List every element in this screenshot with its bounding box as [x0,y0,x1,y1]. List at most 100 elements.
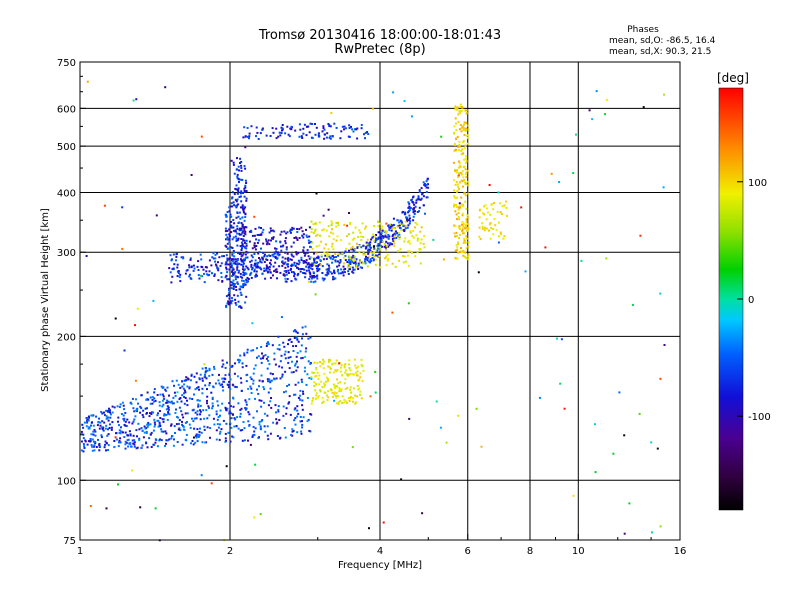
echo-point [393,242,396,245]
echo-point [290,267,292,270]
echo-point [366,131,369,133]
echo-point [334,362,337,365]
echo-point [225,422,228,425]
echo-point [360,235,363,238]
echo-point [333,383,335,386]
echo-point [445,441,448,444]
echo-point [458,164,461,167]
echo-point [253,270,256,273]
echo-point [323,372,326,375]
echo-point [269,276,272,279]
echo-point [285,246,288,249]
echo-point [349,266,352,269]
echo-point [195,436,198,439]
echo-point [458,149,460,151]
echo-point [379,237,382,240]
echo-point [467,124,470,127]
echo-point [348,359,351,362]
echo-point [457,174,460,177]
echo-point [241,276,244,279]
echo-point [418,248,421,251]
echo-point [185,376,188,379]
echo-point [106,434,109,437]
echo-point [300,268,303,270]
echo-point [351,128,354,131]
echo-point [105,409,108,412]
echo-point [142,409,145,412]
echo-point [314,389,317,392]
echo-point [314,222,317,225]
echo-point [227,238,230,241]
echo-point [302,392,305,395]
echo-point [218,382,221,385]
echo-point [261,419,264,421]
echo-point [500,213,503,215]
echo-point [296,338,299,341]
echo-point [160,428,163,431]
echo-point [354,394,357,397]
echo-point [464,200,467,203]
echo-point [229,213,232,216]
echo-point [231,284,233,287]
x-tick-label: 2 [227,546,233,557]
echo-point [225,465,228,468]
echo-point [478,209,481,212]
echo-point [238,288,241,291]
echo-point [319,365,322,368]
echo-point [465,257,468,260]
echo-point [136,446,139,449]
echo-point [89,505,92,507]
echo-point [165,413,168,416]
echo-point [588,109,591,112]
echo-point [254,259,257,262]
stats-x-mode: mean, sd,X: 90.3, 21.5 [609,47,711,57]
echo-point [158,410,161,412]
echo-point [270,263,272,266]
echo-point [122,404,125,407]
echo-point [663,344,666,346]
echo-point [101,427,104,430]
echo-point [319,234,322,237]
echo-point [262,357,264,360]
echo-point [183,379,186,382]
echo-point [188,266,191,269]
echo-point [337,268,340,271]
echo-point [321,265,324,268]
echo-point [231,413,234,416]
echo-point [363,133,365,136]
echo-point [195,387,198,390]
echo-point [214,260,217,263]
echo-point [244,212,247,215]
echo-point [239,377,242,380]
echo-point [414,221,417,224]
echo-point [503,204,506,207]
echo-point [220,262,223,265]
echo-point [358,245,361,247]
echo-point [418,206,421,209]
echo-point [210,264,213,267]
echo-point [362,236,365,238]
echo-point [197,403,200,406]
echo-point [234,418,237,421]
echo-point [221,359,224,362]
echo-point [258,226,261,229]
echo-point [239,285,242,288]
echo-point [80,433,83,436]
echo-point [259,428,262,431]
echo-point [453,203,455,206]
echo-point [327,248,330,251]
echo-point [229,280,232,283]
echo-point [328,235,331,238]
echo-point [87,440,90,443]
echo-point [303,272,306,275]
echo-point [320,240,323,243]
echo-point [227,303,230,306]
echo-point [488,184,491,186]
echo-point [301,137,304,139]
echo-point [221,385,224,388]
echo-point [240,238,243,240]
echo-point [340,364,343,367]
echo-point [80,449,83,452]
echo-point [318,383,321,386]
